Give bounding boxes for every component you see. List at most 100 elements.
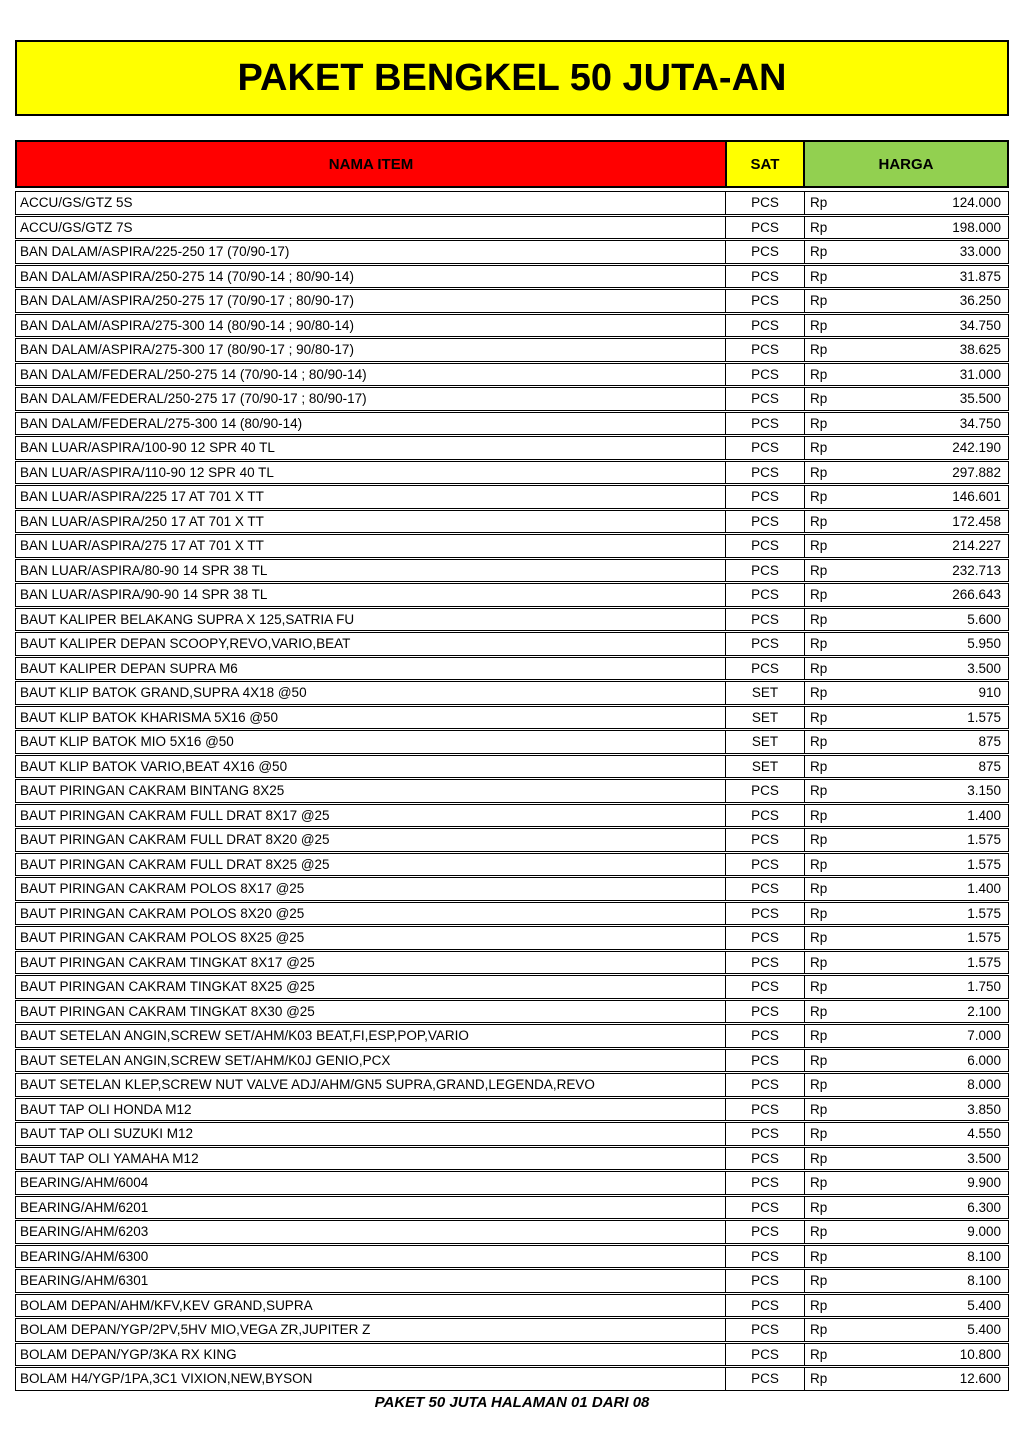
currency-label: Rp [810, 464, 828, 480]
currency-label: Rp [810, 636, 828, 652]
table-row: BAUT TAP OLI HONDA M12 PCS Rp 3.850 [15, 1097, 1009, 1121]
price-amount: 875 [978, 734, 1001, 750]
item-unit: PCS [725, 412, 805, 434]
price-amount: 232.713 [952, 562, 1001, 578]
item-name: BOLAM H4/YGP/1PA,3C1 VIXION,NEW,BYSON [20, 1371, 313, 1387]
item-name: BAN LUAR/ASPIRA/100-90 12 SPR 40 TL [20, 440, 275, 456]
item-price: Rp 38.625 [805, 339, 1008, 361]
item-name: ACCU/GS/GTZ 7S [20, 219, 133, 235]
price-amount: 1.575 [967, 905, 1001, 921]
title-banner: PAKET BENGKEL 50 JUTA-AN [15, 40, 1009, 116]
item-name: BAN DALAM/FEDERAL/275-300 14 (80/90-14) [20, 415, 303, 431]
page-title: PAKET BENGKEL 50 JUTA-AN [237, 56, 787, 99]
document-page: PAKET BENGKEL 50 JUTA-AN NAMA ITEM SAT H… [15, 0, 1009, 1411]
price-amount: 10.800 [959, 1346, 1001, 1362]
currency-label: Rp [810, 1150, 828, 1166]
currency-label: Rp [810, 832, 828, 848]
page-footer: PAKET 50 JUTA HALAMAN 01 DARI 08 [374, 1393, 650, 1411]
price-amount: 875 [978, 758, 1001, 774]
price-amount: 1.575 [967, 709, 1001, 725]
item-unit: PCS [725, 976, 805, 998]
item-price: Rp 1.750 [805, 976, 1008, 998]
item-name: ACCU/GS/GTZ 5S [20, 195, 133, 211]
price-amount: 6.300 [967, 1199, 1001, 1215]
currency-label: Rp [810, 489, 828, 505]
table-row: BEARING/AHM/6201 PCS Rp 6.300 [15, 1195, 1009, 1219]
currency-label: Rp [810, 1101, 828, 1117]
item-unit: PCS [725, 902, 805, 924]
table-row: BAUT TAP OLI SUZUKI M12 PCS Rp 4.550 [15, 1122, 1009, 1146]
currency-label: Rp [810, 562, 828, 578]
item-name: BAN LUAR/ASPIRA/80-90 14 SPR 38 TL [20, 562, 268, 578]
table-row: BAN LUAR/ASPIRA/250 17 AT 701 X TT PCS Rp 1… [15, 509, 1009, 533]
item-price: Rp 5.600 [805, 609, 1008, 631]
table-row: ACCU/GS/GTZ 5S PCS Rp 124.000 [15, 191, 1009, 215]
item-price: Rp 1.400 [805, 878, 1008, 900]
item-name: BAUT PIRINGAN CAKRAM POLOS 8X20 @25 [20, 905, 305, 921]
table-row: BAUT KALIPER BELAKANG SUPRA X 125,SATRIA… [15, 607, 1009, 631]
currency-label: Rp [810, 734, 828, 750]
item-price: Rp 8.000 [805, 1074, 1008, 1096]
price-amount: 3.150 [967, 783, 1001, 799]
currency-label: Rp [810, 1224, 828, 1240]
price-amount: 2.100 [967, 1003, 1001, 1019]
item-unit: PCS [725, 1025, 805, 1047]
currency-label: Rp [810, 1199, 828, 1215]
table-row: BAUT PIRINGAN CAKRAM POLOS 8X25 @25 PCS Rp… [15, 926, 1009, 950]
item-name: BAN LUAR/ASPIRA/90-90 14 SPR 38 TL [20, 587, 268, 603]
table-row: BEARING/AHM/6300 PCS Rp 8.100 [15, 1244, 1009, 1268]
currency-label: Rp [810, 954, 828, 970]
currency-label: Rp [810, 1077, 828, 1093]
table-row: BAN DALAM/ASPIRA/250-275 17 (70/90-17 ; … [15, 289, 1009, 313]
item-unit: PCS [725, 265, 805, 287]
item-price: Rp 7.000 [805, 1025, 1008, 1047]
currency-label: Rp [810, 979, 828, 995]
item-price: Rp 1.400 [805, 805, 1008, 827]
table-row: BAN DALAM/FEDERAL/275-300 14 (80/90-14) P… [15, 411, 1009, 435]
table-row: BAN LUAR/ASPIRA/90-90 14 SPR 38 TL PCS Rp 2… [15, 583, 1009, 607]
item-unit: SET [725, 706, 805, 728]
item-price: Rp 8.100 [805, 1270, 1008, 1292]
currency-label: Rp [810, 783, 828, 799]
item-name: BAUT SETELAN ANGIN,SCREW SET/AHM/K0J GEN… [20, 1052, 391, 1068]
item-price: Rp 1.575 [805, 952, 1008, 974]
price-amount: 266.643 [952, 587, 1001, 603]
table-row: BAUT PIRINGAN CAKRAM POLOS 8X20 @25 PCS Rp… [15, 901, 1009, 925]
item-name: BAUT SETELAN ANGIN,SCREW SET/AHM/K03 BEA… [20, 1028, 469, 1044]
item-name: BEARING/AHM/6301 [20, 1273, 149, 1289]
item-price: Rp 266.643 [805, 584, 1008, 606]
item-unit: PCS [725, 192, 805, 214]
item-price: Rp 2.100 [805, 1001, 1008, 1023]
price-amount: 1.575 [967, 954, 1001, 970]
item-price: Rp 1.575 [805, 829, 1008, 851]
currency-label: Rp [810, 317, 828, 333]
price-amount: 31.000 [959, 366, 1001, 382]
table-row: BAN DALAM/FEDERAL/250-275 14 (70/90-14 ;… [15, 362, 1009, 386]
item-unit: PCS [725, 633, 805, 655]
table-row: BEARING/AHM/6004 PCS Rp 9.900 [15, 1171, 1009, 1195]
price-amount: 3.500 [967, 1150, 1001, 1166]
item-unit: PCS [725, 927, 805, 949]
item-price: Rp 1.575 [805, 707, 1008, 729]
item-unit: PCS [725, 314, 805, 336]
currency-label: Rp [810, 685, 828, 701]
price-amount: 5.400 [967, 1322, 1001, 1338]
currency-label: Rp [810, 1126, 828, 1142]
item-price: Rp 1.575 [805, 854, 1008, 876]
item-price: Rp 910 [805, 682, 1008, 704]
item-name: BAN DALAM/ASPIRA/225-250 17 (70/90-17) [20, 244, 290, 260]
currency-label: Rp [810, 293, 828, 309]
table-row: BEARING/AHM/6301 PCS Rp 8.100 [15, 1269, 1009, 1293]
currency-label: Rp [810, 1175, 828, 1191]
item-name: BAN DALAM/ASPIRA/250-275 14 (70/90-14 ; … [20, 268, 354, 284]
item-price: Rp 5.950 [805, 633, 1008, 655]
item-price: Rp 3.850 [805, 1099, 1008, 1121]
table-row: BAUT KALIPER DEPAN SCOOPY,REVO,VARIO,BEA… [15, 632, 1009, 656]
table-row: BEARING/AHM/6203 PCS Rp 9.000 [15, 1220, 1009, 1244]
table-row: BOLAM DEPAN/YGP/3KA RX KING PCS Rp 10.800 [15, 1342, 1009, 1366]
item-name: BAUT TAP OLI SUZUKI M12 [20, 1126, 194, 1142]
price-amount: 1.575 [967, 856, 1001, 872]
item-name: BAUT KALIPER BELAKANG SUPRA X 125,SATRIA… [20, 611, 355, 627]
item-unit: PCS [725, 829, 805, 851]
item-price: Rp 35.500 [805, 388, 1008, 410]
